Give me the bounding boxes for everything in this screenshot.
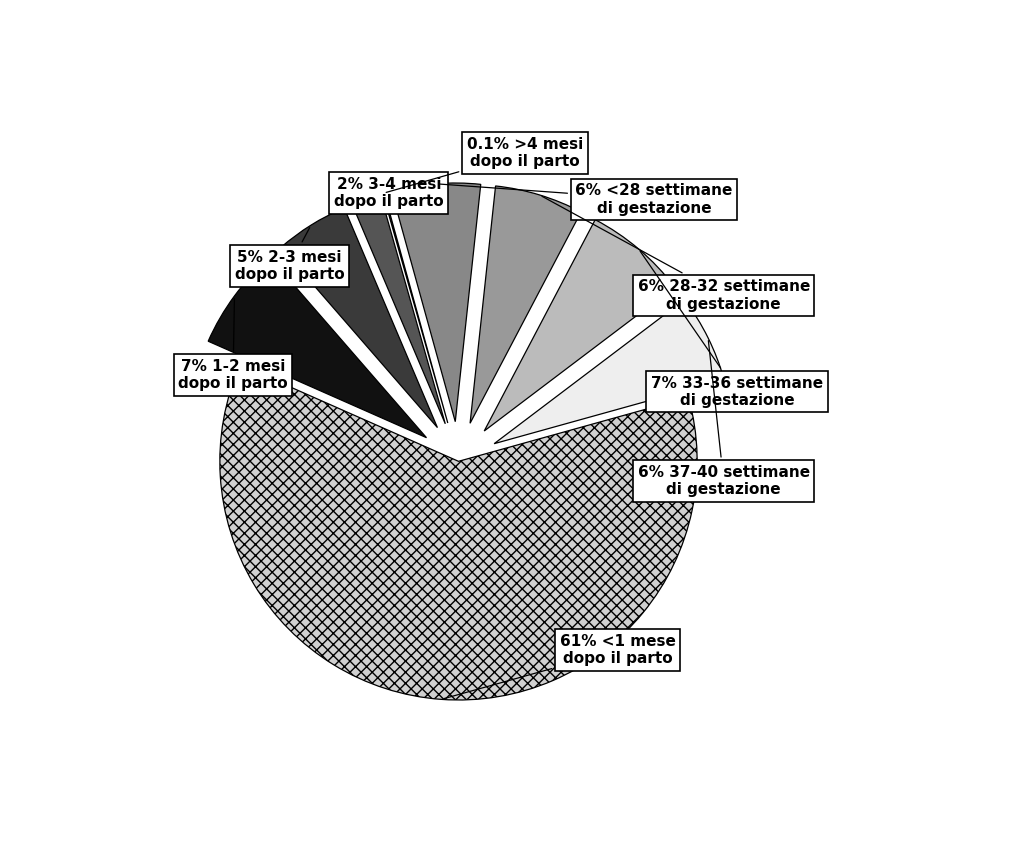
Wedge shape (352, 195, 445, 424)
Text: 0.1% >4 mesi
dopo il parto: 0.1% >4 mesi dopo il parto (386, 137, 583, 192)
Text: 61% <1 mese
dopo il parto: 61% <1 mese dopo il parto (443, 634, 676, 698)
Wedge shape (383, 193, 447, 423)
Text: 6% <28 settimane
di gestazione: 6% <28 settimane di gestazione (438, 183, 733, 215)
Wedge shape (392, 183, 480, 422)
Text: 6% 28-32 settimane
di gestazione: 6% 28-32 settimane di gestazione (542, 196, 810, 312)
Text: 6% 37-40 settimane
di gestazione: 6% 37-40 settimane di gestazione (638, 341, 810, 498)
Wedge shape (495, 300, 724, 443)
Text: 2% 3-4 mesi
dopo il parto: 2% 3-4 mesi dopo il parto (334, 177, 443, 209)
Wedge shape (208, 257, 427, 437)
Wedge shape (220, 365, 697, 700)
Text: 7% 33-36 settimane
di gestazione: 7% 33-36 settimane di gestazione (640, 251, 823, 408)
Text: 7% 1-2 mesi
dopo il parto: 7% 1-2 mesi dopo il parto (178, 299, 288, 392)
Wedge shape (281, 208, 437, 428)
Text: 5% 2-3 mesi
dopo il parto: 5% 2-3 mesi dopo il parto (234, 227, 344, 282)
Wedge shape (470, 186, 581, 424)
Wedge shape (484, 220, 675, 431)
